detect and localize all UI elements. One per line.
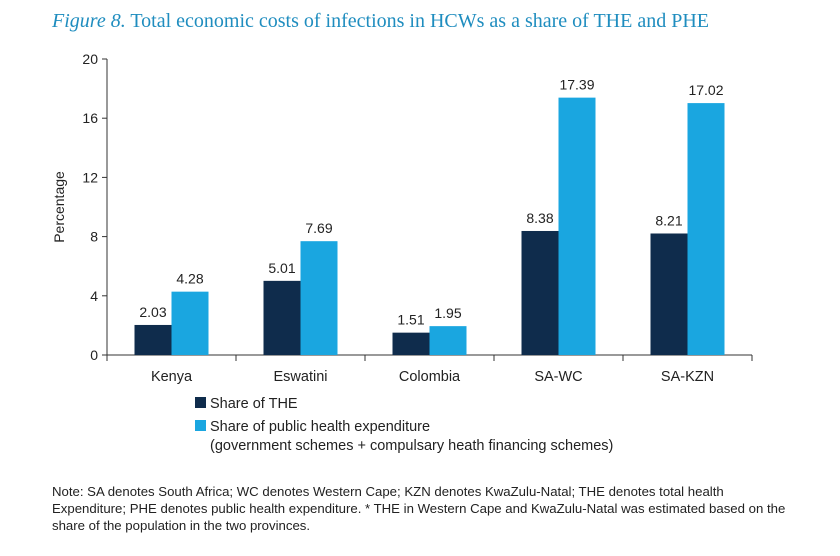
data-label: 5.01 [268,260,295,276]
figure-label: Figure 8. [52,10,126,32]
data-label: 4.28 [176,271,203,287]
y-tick-label: 12 [82,169,98,185]
y-tick-label: 8 [90,229,98,245]
x-tick-label: Colombia [399,369,461,385]
bar-colombia-series-2 [429,326,467,355]
y-tick-label: 16 [82,110,98,126]
bar-sa-wc-series-1 [521,230,559,355]
data-label: 1.95 [434,305,461,321]
data-label: 7.69 [305,220,332,236]
x-tick-label: SA-WC [534,369,582,385]
x-tick-label: Kenya [151,369,193,385]
legend-label-series-2-line2: (government schemes + compulsary heath f… [210,438,613,454]
bar-sa-kzn-series-2 [687,103,725,355]
data-label: 2.03 [139,304,166,320]
bar-chart: 0 4 8 12 16 20 Percentage 2.03 4.28 Kenya 5.01 7.69… [51,51,753,454]
bar-kenya-series-2 [171,291,209,355]
y-tick-label: 20 [82,51,98,67]
legend-label-series-2: Share of public health expenditure [210,419,430,435]
chart-title: Figure 8. Total economic costs of infect… [52,10,709,33]
x-tick-label: SA-KZN [661,369,714,385]
bar-colombia-series-1 [392,332,430,355]
data-label: 17.02 [688,82,723,98]
y-tick-label: 0 [90,347,98,363]
title-text: Total economic costs of infections in HC… [130,10,709,32]
bar-eswatini-series-1 [263,280,301,355]
data-label: 8.38 [526,210,553,226]
data-label: 17.39 [559,77,594,93]
bar-sa-kzn-series-1 [650,233,688,355]
y-tick-label: 4 [90,288,98,304]
data-label: 1.51 [397,312,424,328]
data-label: 8.21 [655,212,682,228]
y-axis-label: Percentage [51,171,67,243]
bar-sa-wc-series-2 [558,97,596,356]
bar-kenya-series-1 [134,324,172,355]
bar-eswatini-series-2 [300,241,338,355]
legend-label-series-1: Share of THE [210,396,298,412]
legend-swatch-series-2 [195,420,206,431]
legend-swatch-series-1 [195,397,206,408]
x-tick-label: Eswatini [274,369,328,385]
chart-note: Note: SA denotes South Africa; WC denote… [52,484,786,533]
